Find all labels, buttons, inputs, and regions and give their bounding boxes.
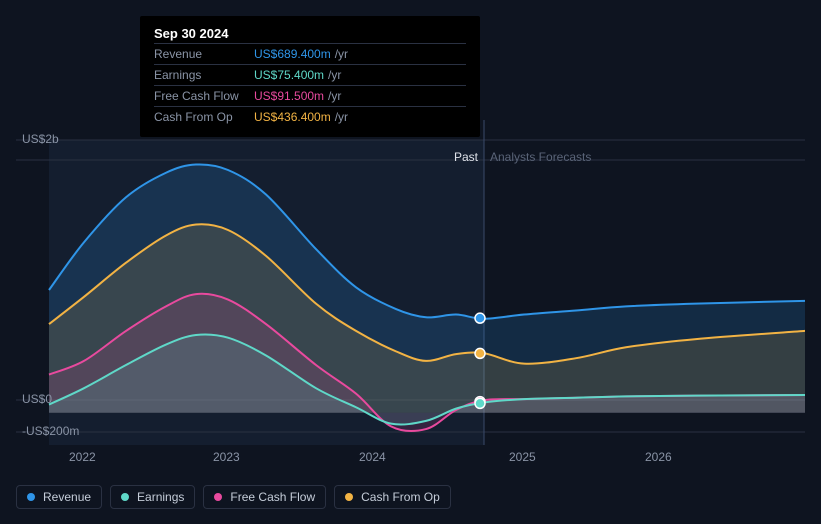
legend-dot xyxy=(214,493,222,501)
series-marker-earnings xyxy=(475,398,485,408)
tooltip-label: Cash From Op xyxy=(154,110,254,124)
tooltip-unit: /yr xyxy=(328,68,341,82)
x-axis-label: 2022 xyxy=(69,450,96,464)
tooltip-row: RevenueUS$689.400m/yr xyxy=(154,43,466,64)
legend-label: Revenue xyxy=(43,490,91,504)
x-axis-label: 2026 xyxy=(645,450,672,464)
legend-label: Cash From Op xyxy=(361,490,440,504)
label-forecast: Analysts Forecasts xyxy=(490,150,591,164)
legend: Revenue Earnings Free Cash Flow Cash From O… xyxy=(16,485,451,509)
tooltip-row: Free Cash FlowUS$91.500m/yr xyxy=(154,85,466,106)
legend-dot xyxy=(27,493,35,501)
chart-tooltip: Sep 30 2024 RevenueUS$689.400m/yrEarning… xyxy=(140,16,480,137)
tooltip-date: Sep 30 2024 xyxy=(154,26,466,43)
tooltip-unit: /yr xyxy=(335,47,348,61)
financials-chart: Sep 30 2024 RevenueUS$689.400m/yrEarning… xyxy=(0,0,821,524)
legend-label: Free Cash Flow xyxy=(230,490,315,504)
legend-item-free-cash-flow[interactable]: Free Cash Flow xyxy=(203,485,326,509)
y-axis-label: -US$200m xyxy=(22,424,79,438)
label-past: Past xyxy=(454,150,478,164)
tooltip-unit: /yr xyxy=(335,110,348,124)
series-marker-revenue xyxy=(475,313,485,323)
legend-dot xyxy=(345,493,353,501)
legend-label: Earnings xyxy=(137,490,184,504)
tooltip-value: US$75.400m xyxy=(254,68,324,82)
x-axis-label: 2025 xyxy=(509,450,536,464)
legend-item-cash-from-op[interactable]: Cash From Op xyxy=(334,485,451,509)
legend-item-revenue[interactable]: Revenue xyxy=(16,485,102,509)
tooltip-value: US$436.400m xyxy=(254,110,331,124)
tooltip-unit: /yr xyxy=(328,89,341,103)
tooltip-label: Earnings xyxy=(154,68,254,82)
tooltip-label: Revenue xyxy=(154,47,254,61)
legend-dot xyxy=(121,493,129,501)
tooltip-label: Free Cash Flow xyxy=(154,89,254,103)
chart-svg xyxy=(16,120,805,470)
tooltip-row: Cash From OpUS$436.400m/yr xyxy=(154,106,466,127)
plot-area: Past Analysts Forecasts US$2b US$0 -US$200… xyxy=(16,120,805,470)
tooltip-value: US$91.500m xyxy=(254,89,324,103)
x-axis-label: 2023 xyxy=(213,450,240,464)
series-marker-cash-from-op xyxy=(475,348,485,358)
y-axis-label: US$2b xyxy=(22,132,59,146)
y-axis-label: US$0 xyxy=(22,392,52,406)
legend-item-earnings[interactable]: Earnings xyxy=(110,485,195,509)
tooltip-value: US$689.400m xyxy=(254,47,331,61)
x-axis-label: 2024 xyxy=(359,450,386,464)
tooltip-row: EarningsUS$75.400m/yr xyxy=(154,64,466,85)
